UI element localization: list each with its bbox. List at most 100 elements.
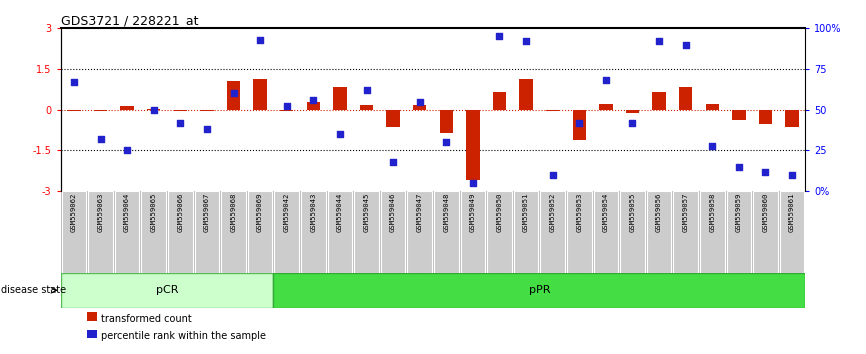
- Bar: [780, 191, 805, 273]
- Text: GSM559067: GSM559067: [204, 193, 210, 232]
- Point: [439, 139, 453, 145]
- Bar: [733, 110, 746, 120]
- Bar: [354, 191, 378, 273]
- Point: [67, 79, 81, 85]
- Text: GSM559066: GSM559066: [178, 193, 184, 232]
- Text: GSM559047: GSM559047: [417, 193, 423, 232]
- Point: [546, 172, 559, 178]
- Bar: [200, 110, 214, 111]
- Point: [94, 136, 107, 142]
- Text: GSM559063: GSM559063: [98, 193, 104, 232]
- Point: [493, 34, 507, 39]
- Bar: [274, 273, 805, 308]
- Bar: [461, 191, 485, 273]
- Bar: [115, 191, 139, 273]
- Point: [466, 180, 480, 186]
- Point: [227, 91, 241, 96]
- Bar: [647, 191, 671, 273]
- Bar: [413, 105, 426, 110]
- Point: [572, 120, 586, 126]
- Text: pCR: pCR: [156, 285, 178, 295]
- Point: [386, 159, 400, 165]
- Point: [759, 169, 772, 175]
- Bar: [514, 191, 539, 273]
- Bar: [594, 191, 618, 273]
- Text: GSM559065: GSM559065: [151, 193, 157, 232]
- Bar: [227, 81, 240, 110]
- Bar: [386, 110, 400, 127]
- Point: [146, 107, 160, 113]
- Text: GDS3721 / 228221_at: GDS3721 / 228221_at: [61, 14, 198, 27]
- Bar: [546, 110, 559, 111]
- Bar: [567, 191, 591, 273]
- Bar: [520, 79, 533, 110]
- Point: [120, 148, 134, 153]
- Text: GSM559053: GSM559053: [576, 193, 582, 232]
- Bar: [652, 92, 666, 110]
- Text: GSM559061: GSM559061: [789, 193, 795, 232]
- Bar: [440, 110, 453, 133]
- Bar: [408, 191, 432, 273]
- Text: GSM559059: GSM559059: [736, 193, 742, 232]
- Text: GSM559052: GSM559052: [550, 193, 556, 232]
- Bar: [785, 110, 798, 127]
- Bar: [168, 191, 192, 273]
- Point: [625, 120, 639, 126]
- Point: [599, 78, 613, 83]
- Point: [679, 42, 693, 47]
- Text: GSM559049: GSM559049: [470, 193, 476, 232]
- Bar: [61, 273, 274, 308]
- Bar: [727, 191, 751, 273]
- Bar: [466, 110, 480, 180]
- Text: GSM559055: GSM559055: [630, 193, 636, 232]
- Bar: [147, 109, 160, 110]
- Text: GSM559062: GSM559062: [71, 193, 77, 232]
- Text: GSM559051: GSM559051: [523, 193, 529, 232]
- Bar: [327, 191, 352, 273]
- Point: [253, 37, 267, 42]
- Bar: [222, 191, 246, 273]
- Point: [173, 120, 187, 126]
- Bar: [572, 110, 586, 139]
- Bar: [360, 105, 373, 110]
- Text: GSM559046: GSM559046: [390, 193, 396, 232]
- Bar: [540, 191, 565, 273]
- Bar: [620, 191, 644, 273]
- Bar: [333, 87, 346, 110]
- Bar: [434, 191, 458, 273]
- Text: GSM559054: GSM559054: [603, 193, 609, 232]
- Bar: [254, 79, 267, 110]
- Bar: [88, 191, 113, 273]
- Text: GSM559043: GSM559043: [310, 193, 316, 232]
- Bar: [674, 191, 698, 273]
- Bar: [493, 92, 506, 110]
- Point: [785, 172, 799, 178]
- Bar: [120, 107, 133, 110]
- Bar: [381, 191, 405, 273]
- Bar: [700, 191, 725, 273]
- Bar: [61, 191, 86, 273]
- Text: GSM559064: GSM559064: [124, 193, 130, 232]
- Text: GSM559056: GSM559056: [656, 193, 662, 232]
- Bar: [275, 191, 299, 273]
- Point: [359, 87, 373, 93]
- Text: GSM559057: GSM559057: [682, 193, 688, 232]
- Point: [200, 126, 214, 132]
- Text: GSM559060: GSM559060: [762, 193, 768, 232]
- Text: transformed count: transformed count: [101, 314, 192, 324]
- Text: GSM559044: GSM559044: [337, 193, 343, 232]
- Point: [652, 39, 666, 44]
- Bar: [301, 191, 326, 273]
- Text: GSM559058: GSM559058: [709, 193, 715, 232]
- Bar: [248, 191, 272, 273]
- Bar: [753, 191, 778, 273]
- Point: [519, 39, 533, 44]
- Point: [333, 131, 346, 137]
- Bar: [307, 102, 320, 110]
- Point: [732, 164, 746, 170]
- Point: [413, 99, 427, 104]
- Bar: [174, 110, 187, 111]
- Text: GSM559048: GSM559048: [443, 193, 449, 232]
- Point: [705, 143, 719, 148]
- Bar: [706, 104, 719, 110]
